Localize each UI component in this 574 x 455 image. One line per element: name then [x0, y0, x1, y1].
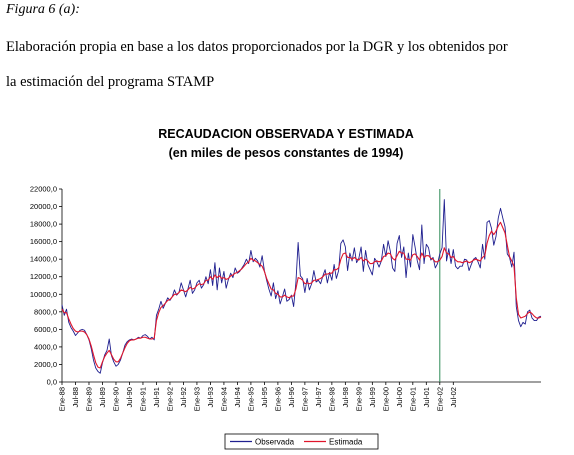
- y-tick-label: 14000,0: [30, 255, 57, 264]
- x-tick-label: Jul-96: [287, 387, 296, 407]
- x-tick-label: Jul-95: [260, 387, 269, 407]
- x-tick-label: Ene-99: [354, 387, 363, 411]
- legend-label-estimada: Estimada: [329, 438, 363, 447]
- x-tick-label: Ene-00: [381, 387, 390, 411]
- y-tick-label: 6000,0: [34, 325, 57, 334]
- x-tick-label: Jul-02: [449, 387, 458, 407]
- y-tick-label: 20000,0: [30, 202, 57, 211]
- y-tick-label: 10000,0: [30, 290, 57, 299]
- x-tick-label: Ene-96: [273, 387, 282, 411]
- x-tick-label: Jul-00: [395, 387, 404, 407]
- y-tick-label: 4000,0: [34, 342, 57, 351]
- axes: 0,0 2000,0 4000,0 6000,0 8000,0 10000,0 12000,…: [30, 185, 541, 411]
- x-tick-label: Ene-01: [408, 387, 417, 411]
- caption-line-2: la estimación del programa STAMP: [6, 74, 215, 90]
- x-tick-label: Ene-02: [435, 387, 444, 411]
- x-tick-label: Ene-89: [84, 387, 93, 411]
- figure-label: Figura 6 (a):: [6, 2, 80, 17]
- x-tick-label: Ene-95: [246, 387, 255, 411]
- y-tick-label: 18000,0: [30, 220, 57, 229]
- chart-subtitle: (en miles de pesos constantes de 1994): [169, 146, 404, 160]
- x-tick-label: Ene-90: [111, 387, 120, 411]
- y-tick-label: 12000,0: [30, 272, 57, 281]
- x-tick-label: Ene-98: [327, 387, 336, 411]
- x-tick-label: Ene-92: [165, 387, 174, 411]
- legend-label-observada: Observada: [255, 438, 295, 447]
- x-tick-label: Ene-88: [58, 387, 67, 411]
- x-tick-label: Jul-94: [233, 387, 242, 407]
- y-tick-label: 0,0: [47, 378, 57, 387]
- chart-title: RECAUDACION OBSERVADA Y ESTIMADA: [158, 127, 414, 141]
- x-tick-label: Jul-01: [422, 387, 431, 407]
- series-group: [61, 199, 542, 374]
- series-line-observada: [61, 199, 542, 374]
- caption-line-1: Elaboración propia en base a los datos p…: [6, 39, 508, 55]
- x-tick-label: Ene-97: [300, 387, 309, 411]
- x-tick-label: Jul-99: [368, 387, 377, 407]
- x-tick-label: Jul-97: [314, 387, 323, 407]
- y-tick-label: 22000,0: [30, 185, 57, 194]
- y-tick-label: 2000,0: [34, 360, 57, 369]
- x-tick-label: Jul-90: [125, 387, 134, 407]
- x-tick-label: Jul-88: [71, 387, 80, 407]
- x-tick-label: Jul-93: [206, 387, 215, 407]
- legend-box: [224, 433, 379, 450]
- x-tick-label: Ene-94: [219, 387, 228, 411]
- x-tick-label: Ene-93: [192, 387, 201, 411]
- y-tick-label: 16000,0: [30, 237, 57, 246]
- x-tick-label: Jul-91: [152, 387, 161, 407]
- x-tick-label: Jul-98: [341, 387, 350, 407]
- series-line-estimada: [61, 221, 542, 369]
- x-tick-label: Jul-92: [179, 387, 188, 407]
- legend: Observada Estimada: [224, 433, 379, 450]
- x-tick-label: Ene-91: [138, 387, 147, 411]
- x-tick-label: Jul-89: [98, 387, 107, 407]
- y-tick-label: 8000,0: [34, 307, 57, 316]
